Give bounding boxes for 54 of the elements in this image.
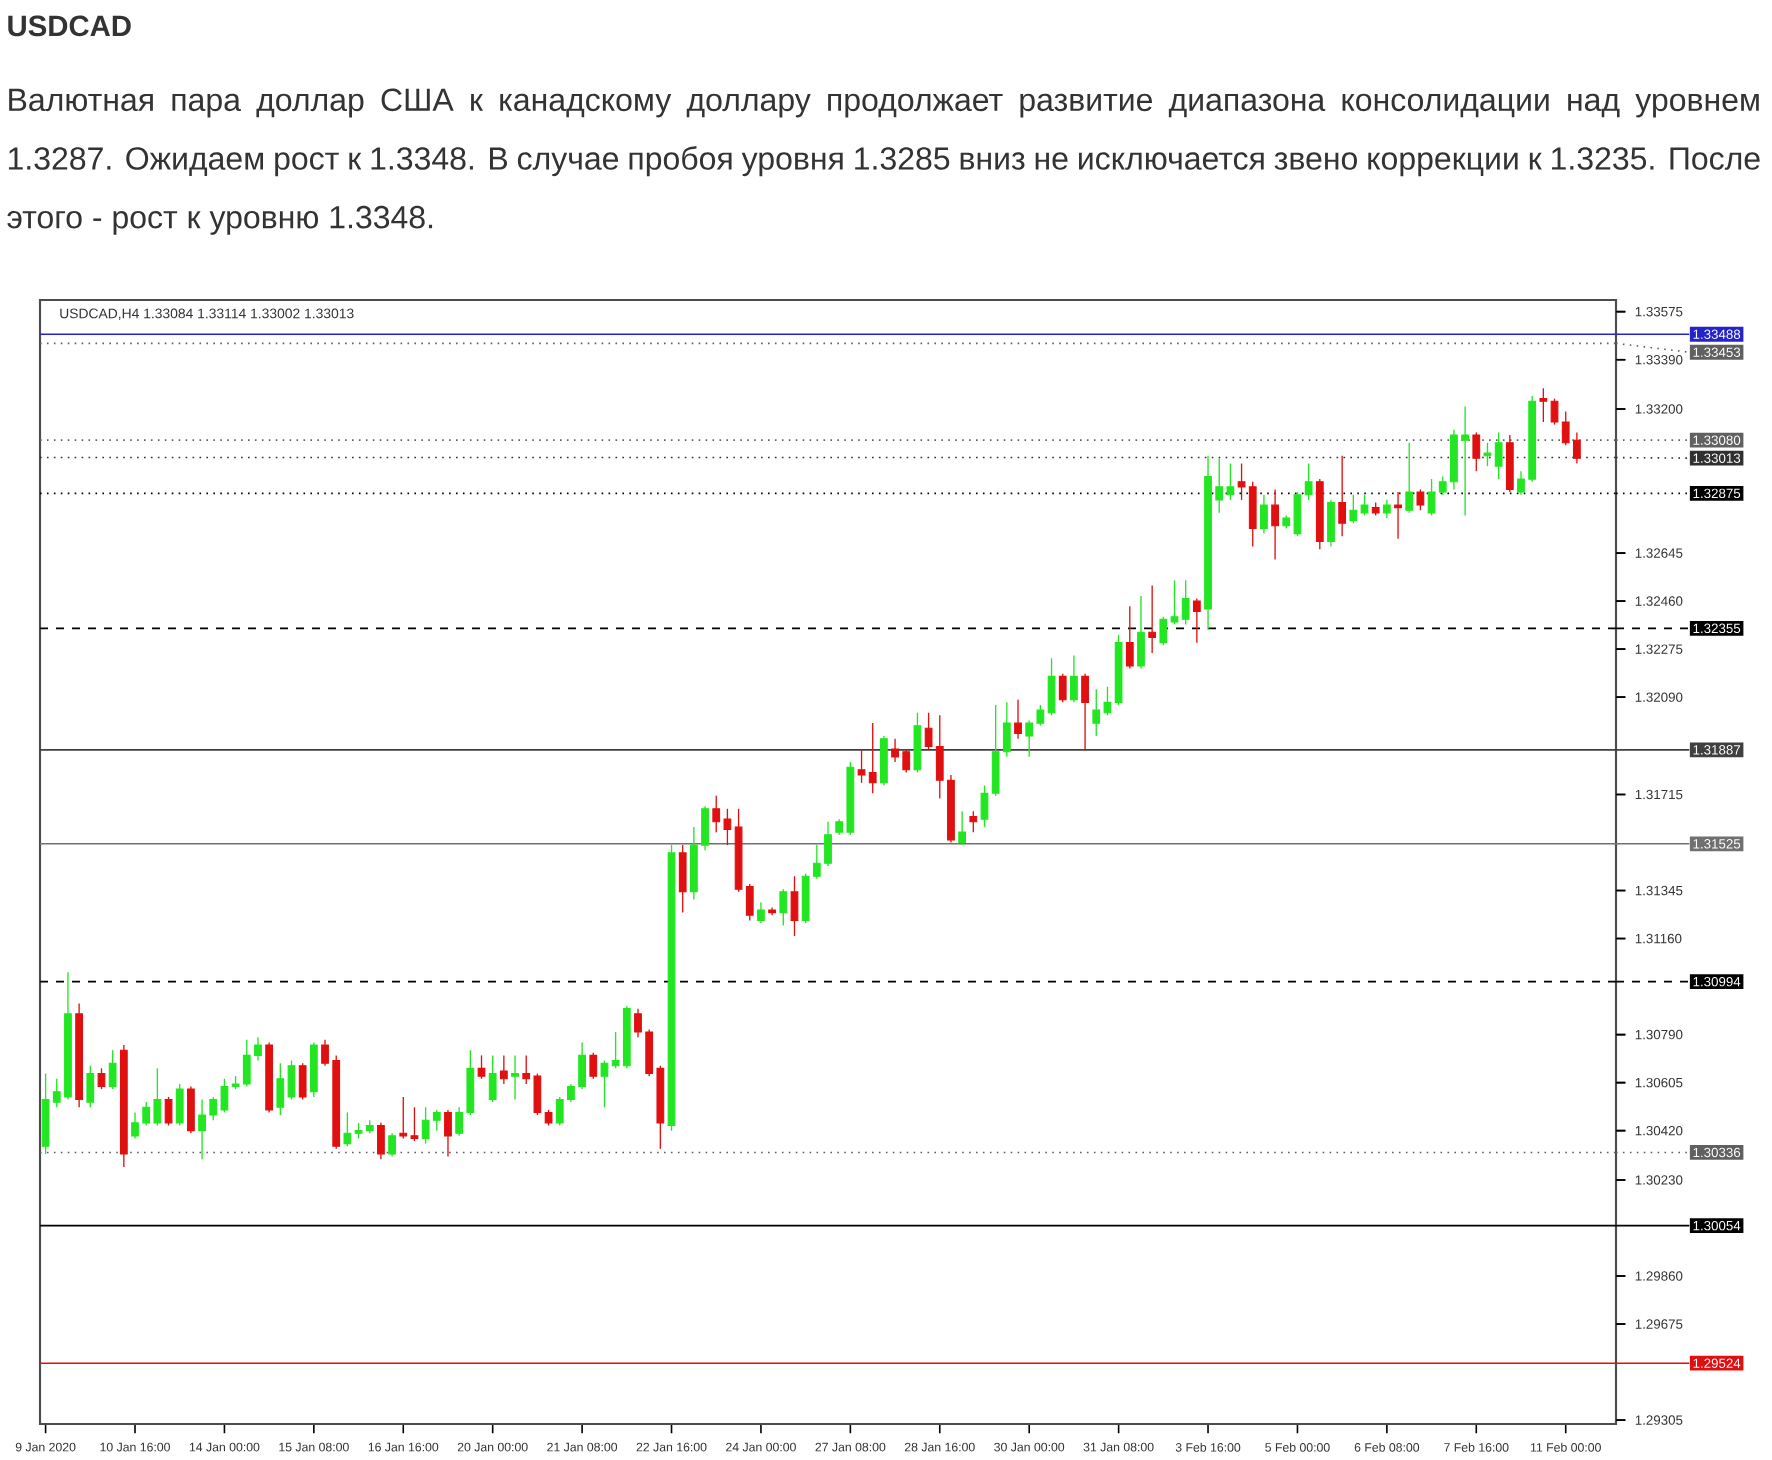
candlestick bbox=[790, 875, 799, 937]
candlestick bbox=[589, 1052, 598, 1080]
candlestick bbox=[1505, 434, 1514, 493]
candlestick bbox=[600, 1059, 609, 1108]
candlestick bbox=[1483, 442, 1492, 467]
candlestick bbox=[1125, 605, 1134, 670]
candlestick bbox=[1081, 673, 1089, 750]
candlestick bbox=[86, 1065, 95, 1108]
candlestick bbox=[958, 810, 967, 846]
candlestick bbox=[444, 1109, 452, 1158]
candlestick bbox=[1349, 494, 1358, 524]
candlestick bbox=[1472, 431, 1481, 472]
candlestick bbox=[97, 1067, 106, 1090]
candlestick bbox=[1304, 462, 1313, 501]
candlestick bbox=[1058, 673, 1067, 704]
candlestick bbox=[1327, 499, 1335, 548]
candlestick bbox=[1539, 387, 1548, 423]
chart-title: USDCAD bbox=[8, 15, 131, 37]
candlestick bbox=[377, 1122, 385, 1160]
candlestick bbox=[511, 1054, 519, 1101]
candlestick bbox=[488, 1054, 497, 1103]
candlestick bbox=[980, 784, 989, 828]
candlestick bbox=[1271, 488, 1279, 561]
candlestick bbox=[477, 1054, 486, 1080]
candlestick bbox=[969, 810, 978, 833]
candlestick bbox=[1137, 595, 1145, 670]
candlestick bbox=[388, 1132, 396, 1158]
candlestick bbox=[1260, 494, 1268, 535]
candlestick bbox=[1416, 488, 1425, 511]
candlestick bbox=[1047, 657, 1056, 716]
candlestick bbox=[1338, 455, 1347, 537]
candlestick bbox=[187, 1085, 195, 1134]
candlestick bbox=[175, 1083, 184, 1127]
candlestick bbox=[678, 844, 687, 914]
candlestick bbox=[779, 888, 788, 927]
candlestick bbox=[298, 1062, 307, 1101]
candlestick bbox=[309, 1041, 318, 1098]
candlestick bbox=[913, 712, 922, 774]
candlestick bbox=[1148, 584, 1157, 654]
candlestick bbox=[1394, 491, 1402, 540]
candlestick bbox=[1405, 442, 1414, 514]
candlestick bbox=[880, 735, 888, 787]
candlestick bbox=[757, 901, 765, 924]
candlestick bbox=[1014, 699, 1022, 740]
candlestick bbox=[164, 1096, 173, 1127]
chart-subtitle: Валютная пара доллар США к канадскому доллару продолжает развитие диапазона консолидации над уровнем 1.3287. Ожидаем рост к 1.3348. В случае пробоя уровня 1.3285 вниз не исключается звено коррекции к 1.3235. После этого - рост к уровню 1.3348. bbox=[7, 88, 1760, 235]
candlestick bbox=[343, 1111, 352, 1147]
candlestick bbox=[499, 1054, 508, 1085]
candlestick bbox=[1494, 431, 1503, 480]
candlestick bbox=[1360, 494, 1369, 517]
candlestick bbox=[1192, 597, 1201, 644]
candlestick bbox=[108, 1049, 117, 1090]
candlestick bbox=[1382, 499, 1391, 519]
candlestick bbox=[1070, 654, 1078, 704]
